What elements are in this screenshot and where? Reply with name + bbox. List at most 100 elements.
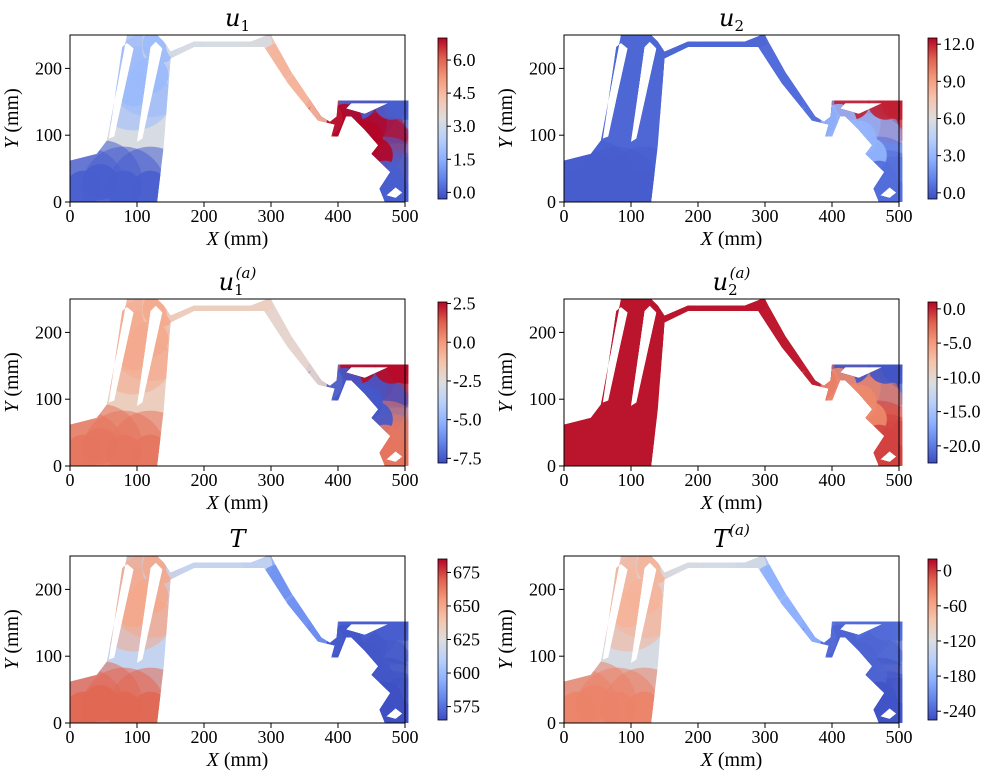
y-axis-label: Y (mm) (495, 88, 517, 149)
x-tick-label: 0 (560, 206, 569, 226)
panel-title: u2 (719, 4, 744, 35)
colorbar-tick-label: 625 (453, 630, 480, 650)
y-axis-label: Y (mm) (1, 88, 23, 149)
field-core-leftBottom (626, 170, 663, 202)
panel-title: u1 (225, 4, 250, 35)
field-core-leftBottom (599, 170, 636, 202)
x-tick-label: 300 (752, 206, 779, 226)
field-core-leftBottom (105, 170, 142, 202)
axes-frame (69, 555, 406, 724)
colorbar-tick-label: 0.0 (453, 332, 476, 352)
x-tick-label: 100 (618, 206, 645, 226)
colorbar-tick-label: 2.5 (453, 294, 476, 314)
colorbar-tick-label: 0.0 (943, 183, 966, 203)
x-tick-label: 0 (66, 206, 75, 226)
colorbar-tick-label: 3.0 (943, 146, 966, 166)
field-core-triBottom (326, 103, 363, 140)
colorbar: 2.5 0.0 -2.5 -5.0 -7.5 (437, 294, 482, 468)
y-tick-label: 0 (547, 713, 556, 733)
y-tick-label: 0 (53, 713, 62, 733)
field-core-leftBottom (132, 434, 169, 466)
x-tick-label: 200 (191, 470, 218, 490)
field-core-midTop (165, 556, 202, 585)
x-tick-label: 100 (124, 206, 151, 226)
y-tick-label: 100 (35, 389, 62, 409)
x-tick-label: 300 (752, 470, 779, 490)
field-core-leftBottom (105, 691, 142, 723)
panel-title: T (229, 525, 247, 553)
x-tick-label: 200 (685, 727, 712, 747)
colorbar-tick-label: 3.0 (453, 116, 476, 136)
field-plot (70, 556, 409, 723)
field-core-triBottom (326, 624, 363, 661)
field-core-leftTop (636, 556, 673, 585)
y-tick-label: 0 (547, 456, 556, 476)
x-axis-label: X (mm) (206, 228, 269, 250)
field-core-triBottom (820, 103, 857, 140)
field-core-midTop (165, 35, 202, 64)
colorbar-tick-label: -10.0 (943, 367, 981, 387)
x-tick-label: 100 (124, 727, 151, 747)
colorbar-tick-label: -15.0 (943, 402, 981, 422)
axes-frame (563, 298, 900, 467)
field-core-rightMember (753, 307, 790, 344)
x-tick-label: 0 (560, 727, 569, 747)
x-tick-label: 200 (685, 206, 712, 226)
x-tick-label: 200 (191, 727, 218, 747)
field-core-rightMember (259, 43, 296, 80)
field-core-leftBottom (599, 691, 636, 723)
colorbar-tick-label: -120 (943, 631, 976, 651)
x-tick-label: 500 (392, 206, 419, 226)
x-tick-label: 100 (618, 470, 645, 490)
field-core-midTop (659, 556, 696, 585)
y-tick-label: 100 (35, 125, 62, 145)
y-tick-label: 100 (35, 646, 62, 666)
panel-title: u1(a) (219, 264, 257, 299)
colorbar-gradient (927, 37, 938, 200)
colorbar: 0.0 1.5 3.0 4.5 6.0 (437, 37, 476, 202)
x-tick-label: 300 (258, 470, 285, 490)
colorbar-tick-label: 0.0 (453, 182, 476, 202)
colorbar-tick-label: 4.5 (453, 83, 476, 103)
colorbar-tick-label: -5.0 (453, 410, 482, 430)
field-core-leftBottom (626, 434, 663, 466)
field-core-rightMember (753, 43, 790, 80)
field-core-rightMember (283, 594, 320, 631)
x-tick-label: 0 (66, 727, 75, 747)
field-core-rightMember (777, 73, 814, 110)
x-axis-label: X (mm) (206, 749, 269, 771)
colorbar-gradient (927, 558, 938, 721)
colorbar-tick-label: -180 (943, 666, 976, 686)
field-core-rightMember (777, 337, 814, 374)
field-core-midTop (165, 299, 202, 328)
axes-frame (69, 298, 406, 467)
field-core-foot (383, 701, 409, 723)
field-core-foot (383, 444, 409, 466)
field-core-leftBottom (599, 434, 636, 466)
x-tick-label: 500 (886, 470, 913, 490)
colorbar-tick-label: 12.0 (943, 34, 975, 54)
colorbar-gradient (927, 301, 938, 464)
y-axis-label: Y (mm) (495, 609, 517, 670)
field-core-rightMember (753, 564, 790, 601)
field-plot (564, 299, 903, 466)
field-core-leftTop (142, 299, 179, 328)
field-core-rightMember (283, 337, 320, 374)
field-core-leftBottom (132, 691, 169, 723)
x-tick-label: 500 (886, 206, 913, 226)
y-tick-label: 200 (35, 579, 62, 599)
y-tick-label: 200 (529, 58, 556, 78)
x-tick-label: 300 (752, 727, 779, 747)
field-plot (70, 299, 409, 466)
field-core-triBottom (820, 624, 857, 661)
field-core-triBottom (820, 367, 857, 404)
x-axis-label: X (mm) (700, 228, 763, 250)
x-tick-label: 0 (66, 470, 75, 490)
y-tick-label: 100 (529, 389, 556, 409)
field-core-midTop (730, 556, 767, 584)
